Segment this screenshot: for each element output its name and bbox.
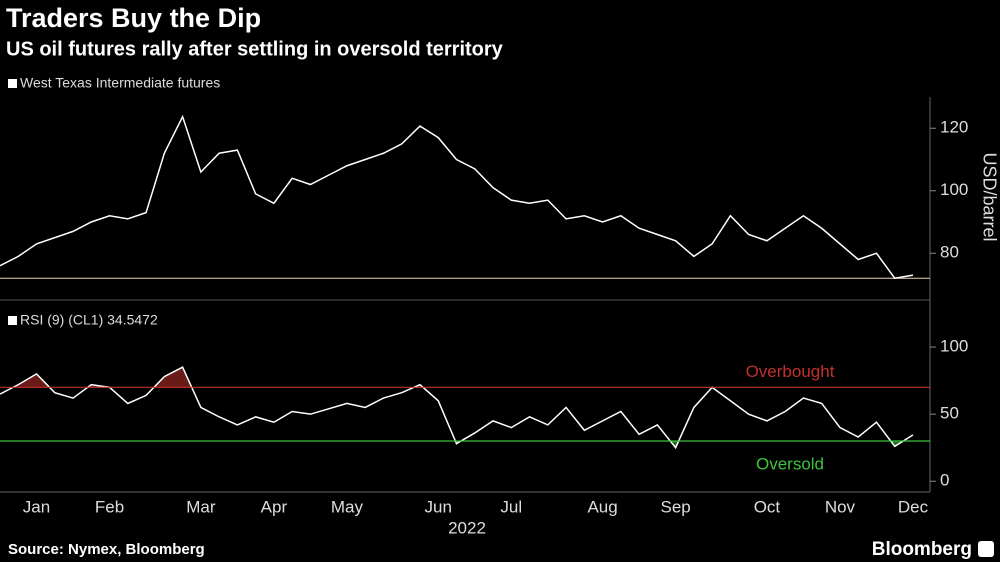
x-tick-label: Jun (425, 497, 452, 516)
x-tick-label: Feb (95, 497, 124, 516)
y-axis-label: USD/barrel (979, 152, 999, 241)
threshold-label: Overbought (746, 362, 835, 381)
y-tick-label: 120 (940, 118, 968, 137)
source: Source: Nymex, Bloomberg (8, 541, 205, 558)
x-tick-label: Oct (754, 497, 781, 516)
y-tick-label: 100 (940, 337, 968, 356)
brand-icon (978, 541, 994, 557)
brand: Bloomberg (872, 539, 972, 560)
x-tick-label: Dec (898, 497, 929, 516)
x-tick-label: May (331, 497, 364, 516)
chart-title: Traders Buy the Dip (6, 3, 261, 33)
threshold-label: Oversold (756, 454, 824, 473)
x-tick-label: Sep (660, 497, 690, 516)
legend-swatch (8, 79, 17, 88)
y-tick-label: 0 (940, 471, 949, 490)
x-tick-label: Jul (500, 497, 522, 516)
x-tick-label: Jan (23, 497, 50, 516)
series-line (0, 366, 914, 450)
legend-label: West Texas Intermediate futures (20, 75, 220, 91)
y-tick-label: 100 (940, 180, 968, 199)
x-tick-label: Nov (825, 497, 856, 516)
x-tick-label: Aug (587, 497, 617, 516)
series-line (0, 114, 914, 280)
y-tick-label: 50 (940, 404, 959, 423)
x-tick-label: Mar (186, 497, 216, 516)
x-axis-label: 2022 (448, 518, 486, 537)
y-tick-label: 80 (940, 243, 959, 262)
legend-label: RSI (9) (CL1) 34.5472 (20, 312, 158, 328)
chart-subtitle: US oil futures rally after settling in o… (6, 38, 504, 60)
legend-swatch (8, 316, 17, 325)
x-tick-label: Apr (261, 497, 288, 516)
